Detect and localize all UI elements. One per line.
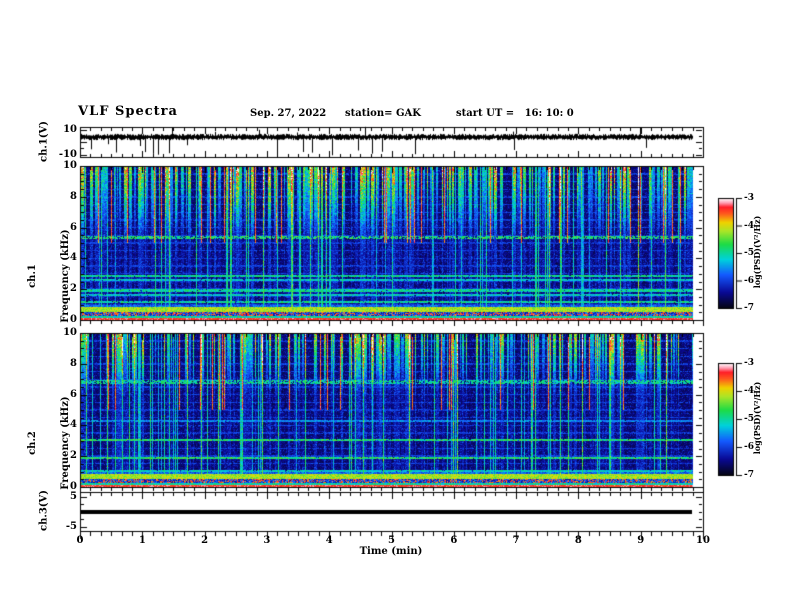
ch3-y-tick-label: 5	[70, 490, 77, 502]
ch1-y-tick-label: -10	[58, 148, 77, 160]
ch-1-spectrogram-y-tick-label: 8	[70, 190, 77, 202]
colorbar1-tick-label: -7	[744, 303, 754, 313]
colorbar-2	[718, 363, 733, 475]
ch1-waveform-panel	[80, 127, 703, 157]
station-label: station= GAK	[345, 108, 421, 119]
x-tick-label: 7	[512, 535, 520, 546]
x-tick-label: 9	[637, 535, 645, 546]
colorbar-1	[718, 198, 733, 308]
colorbar1-tick-label: -3	[744, 193, 754, 203]
x-tick-label: 5	[388, 535, 395, 546]
ch-1-spectrogram-y-tick-label: 4	[70, 252, 77, 264]
ch1-spectrogram-panel	[80, 166, 703, 320]
figure-title: VLF Spectra	[78, 104, 178, 119]
ch-1-spectrogram-y-tick-label: 10	[63, 160, 77, 171]
spec2-channel-label: ch.2	[27, 431, 38, 455]
colorbar2-tick-label: -5	[744, 414, 754, 424]
colorbar1-tick-label: -4	[744, 220, 754, 231]
ch-2-spectrogram-y-tick-label: 6	[70, 388, 77, 400]
colorbar2-tick-label: -4	[744, 386, 754, 396]
ch1-axis-label: ch.1(V)	[38, 120, 50, 163]
x-tick-label: 6	[450, 535, 458, 546]
x-tick-label: 10	[696, 535, 710, 546]
ch1-y-tick-label: 10	[63, 123, 77, 135]
ch-2-spectrogram-y-tick-label: 2	[70, 450, 77, 462]
x-tick-label: 0	[76, 535, 84, 546]
x-tick-label: 8	[574, 535, 582, 546]
date-label: Sep. 27, 2022	[250, 108, 327, 119]
ch3-y-tick-label: -5	[65, 520, 77, 532]
x-tick-label: 1	[138, 535, 146, 546]
colorbar2-tick-label: -6	[744, 442, 754, 452]
spec1-channel-label: ch.1	[27, 264, 38, 288]
colorbar2-tick-label: -7	[744, 470, 754, 480]
ch-2-spectrogram-y-tick-label: 0	[70, 481, 77, 492]
ch-2-spectrogram-y-tick-label: 4	[70, 419, 77, 431]
ch3-panel	[80, 492, 703, 531]
colorbar1-tick-label: -6	[744, 275, 754, 286]
ch-1-spectrogram-y-tick-label: 6	[70, 221, 77, 233]
x-tick-label: 2	[201, 535, 209, 546]
ch-1-spectrogram-y-tick-label: 2	[70, 283, 77, 295]
ch-1-spectrogram-y-tick-label: 0	[70, 314, 77, 325]
start-ut-label: start UT = 16: 10: 0	[456, 108, 574, 119]
x-tick-label: 3	[263, 535, 271, 546]
x-tick-label: 4	[325, 535, 333, 546]
time-axis-label: Time (min)	[359, 546, 423, 557]
colorbar2-tick-label: -3	[744, 358, 754, 368]
ch-2-spectrogram-y-tick-label: 10	[63, 327, 77, 338]
colorbar1-tick-label: -5	[744, 248, 754, 258]
ch-2-spectrogram-y-tick-label: 8	[70, 357, 77, 369]
ch3-axis-label: ch.3(V)	[38, 489, 50, 532]
ch2-spectrogram-panel	[80, 333, 703, 487]
